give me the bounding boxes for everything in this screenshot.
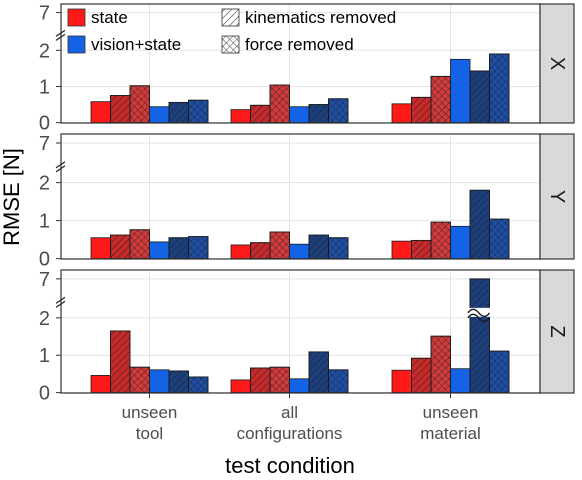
panel-x: 0 1 2 7 X [39, 3, 575, 135]
bar-y-1-state-kinematics [110, 234, 131, 260]
bar-z-3-vision-state-kinematics [467, 278, 491, 394]
legend-label: vision+state [91, 35, 181, 54]
x-tick-label: configurations [237, 424, 343, 443]
bar-y-1-vision-state-none [149, 241, 170, 260]
bar-z-2-vision-state-kinematics [308, 351, 329, 394]
legend: state vision+state kinematics removed force… [67, 8, 396, 54]
bar-z-3-state-force [430, 335, 451, 394]
bar-y-1-vision-state-force [188, 236, 209, 260]
x-tick-label: unseen [122, 403, 178, 422]
bar-x-2-vision-state-none [289, 106, 310, 124]
strip-y [539, 133, 575, 260]
bar-x-2-state-force [269, 84, 290, 124]
bar-x-3-state-kinematics [411, 96, 432, 124]
bar-y-1-vision-state-kinematics [168, 237, 189, 260]
bar-y-3-vision-state-none [450, 225, 471, 260]
bar-z-3-vision-state-none [450, 368, 471, 394]
strip-label: Z [546, 325, 568, 337]
legend-label: state [91, 8, 128, 27]
y-tick-label: 2 [39, 308, 50, 330]
x-tick-label: material [420, 424, 480, 443]
bar-x-1-state-none [90, 101, 111, 124]
bar-x-1-vision-state-force [188, 99, 209, 124]
y-tick-label: 2 [39, 40, 50, 62]
bar-y-3-vision-state-force [489, 218, 510, 260]
bar-z-2-state-force [269, 366, 290, 394]
x-tick-label: all [281, 403, 298, 422]
bar-x-2-state-none [230, 109, 251, 124]
legend-item-kinematics-removed: kinematics removed [221, 8, 396, 27]
bar-z-1-state-kinematics [110, 330, 131, 394]
bar-y-2-vision-state-kinematics [308, 234, 329, 260]
strip-z [539, 269, 575, 394]
bar-y-3-vision-state-kinematics [469, 189, 490, 260]
bar-break-mark [467, 307, 491, 323]
x-category-labels: unseen tool all configurations unseen materia… [122, 393, 481, 443]
legend-item-force-removed: force removed [221, 35, 354, 54]
bar-x-2-state-kinematics [250, 104, 271, 124]
bar-y-2-state-none [230, 244, 251, 260]
y-tick-label: 7 [39, 269, 50, 291]
x-axis-title: test condition [225, 453, 355, 478]
bar-z-3-state-kinematics [411, 357, 432, 394]
bar-x-3-vision-state-force [489, 53, 510, 124]
bar-x-1-vision-state-kinematics [168, 101, 189, 124]
y-tick-label: 7 [39, 133, 50, 155]
bar-z-3-state-none [391, 369, 412, 394]
bar-y-3-state-kinematics [411, 239, 432, 260]
legend-label: kinematics removed [245, 8, 396, 27]
bar-y-2-vision-state-none [289, 243, 310, 260]
bar-y-2-vision-state-force [328, 237, 349, 260]
bar-x-3-vision-state-none [450, 58, 471, 124]
strip-label: X [546, 57, 568, 70]
strip-x [539, 3, 575, 124]
bar-z-2-state-none [230, 379, 251, 394]
bar-y-1-state-force [129, 229, 150, 260]
bar-z-2-vision-state-none [289, 378, 310, 394]
bar-y-3-state-none [391, 240, 412, 260]
bar-z-2-vision-state-force [328, 369, 349, 394]
legend-label: force removed [245, 35, 354, 54]
panel-y: 0 1 2 7 Y [39, 133, 575, 271]
bar-z-1-state-none [90, 375, 111, 394]
y-tick-label: 2 [39, 173, 50, 195]
bar-z-1-vision-state-kinematics [168, 370, 189, 394]
bar-y-2-state-kinematics [250, 242, 271, 260]
legend-item-state: state [67, 8, 128, 27]
bar-y-2-state-force [269, 231, 290, 260]
x-tick-label: unseen [423, 403, 479, 422]
x-tick-label: tool [136, 424, 163, 443]
bar-x-2-vision-state-kinematics [308, 104, 329, 124]
bar-z-1-vision-state-force [188, 376, 209, 394]
bar-x-2-vision-state-force [328, 98, 349, 124]
legend-item-vision-state: vision+state [67, 35, 181, 54]
bar-z-2-state-kinematics [250, 367, 271, 394]
bar-y-1-state-none [90, 237, 111, 260]
bar-y-3-state-force [430, 221, 451, 260]
bar-x-1-state-kinematics [110, 95, 131, 124]
facet-panels: 0 1 2 7 X 0 1 2 7 Y 0 1 2 7 Z [39, 3, 575, 405]
bar-x-3-vision-state-kinematics [469, 70, 490, 124]
y-tick-label: 1 [39, 345, 50, 367]
y-tick-label: 0 [39, 249, 50, 271]
y-axis-title: RMSE [N] [0, 148, 24, 246]
y-tick-label: 1 [39, 211, 50, 233]
bar-z-3-vision-state-force [489, 350, 510, 394]
panel-z: 0 1 2 7 Z [39, 269, 575, 405]
y-tick-label: 1 [39, 76, 50, 98]
y-tick-label: 0 [39, 113, 50, 135]
bar-z-1-state-force [129, 366, 150, 394]
bar-x-1-vision-state-none [149, 106, 170, 124]
bar-x-3-state-force [430, 75, 451, 124]
y-tick-label: 0 [39, 383, 50, 405]
strip-label: Y [546, 190, 568, 203]
bar-x-3-state-none [391, 103, 412, 124]
y-tick-label: 7 [39, 3, 50, 25]
bar-x-1-state-force [129, 85, 150, 124]
bar-z-1-vision-state-none [149, 369, 170, 394]
